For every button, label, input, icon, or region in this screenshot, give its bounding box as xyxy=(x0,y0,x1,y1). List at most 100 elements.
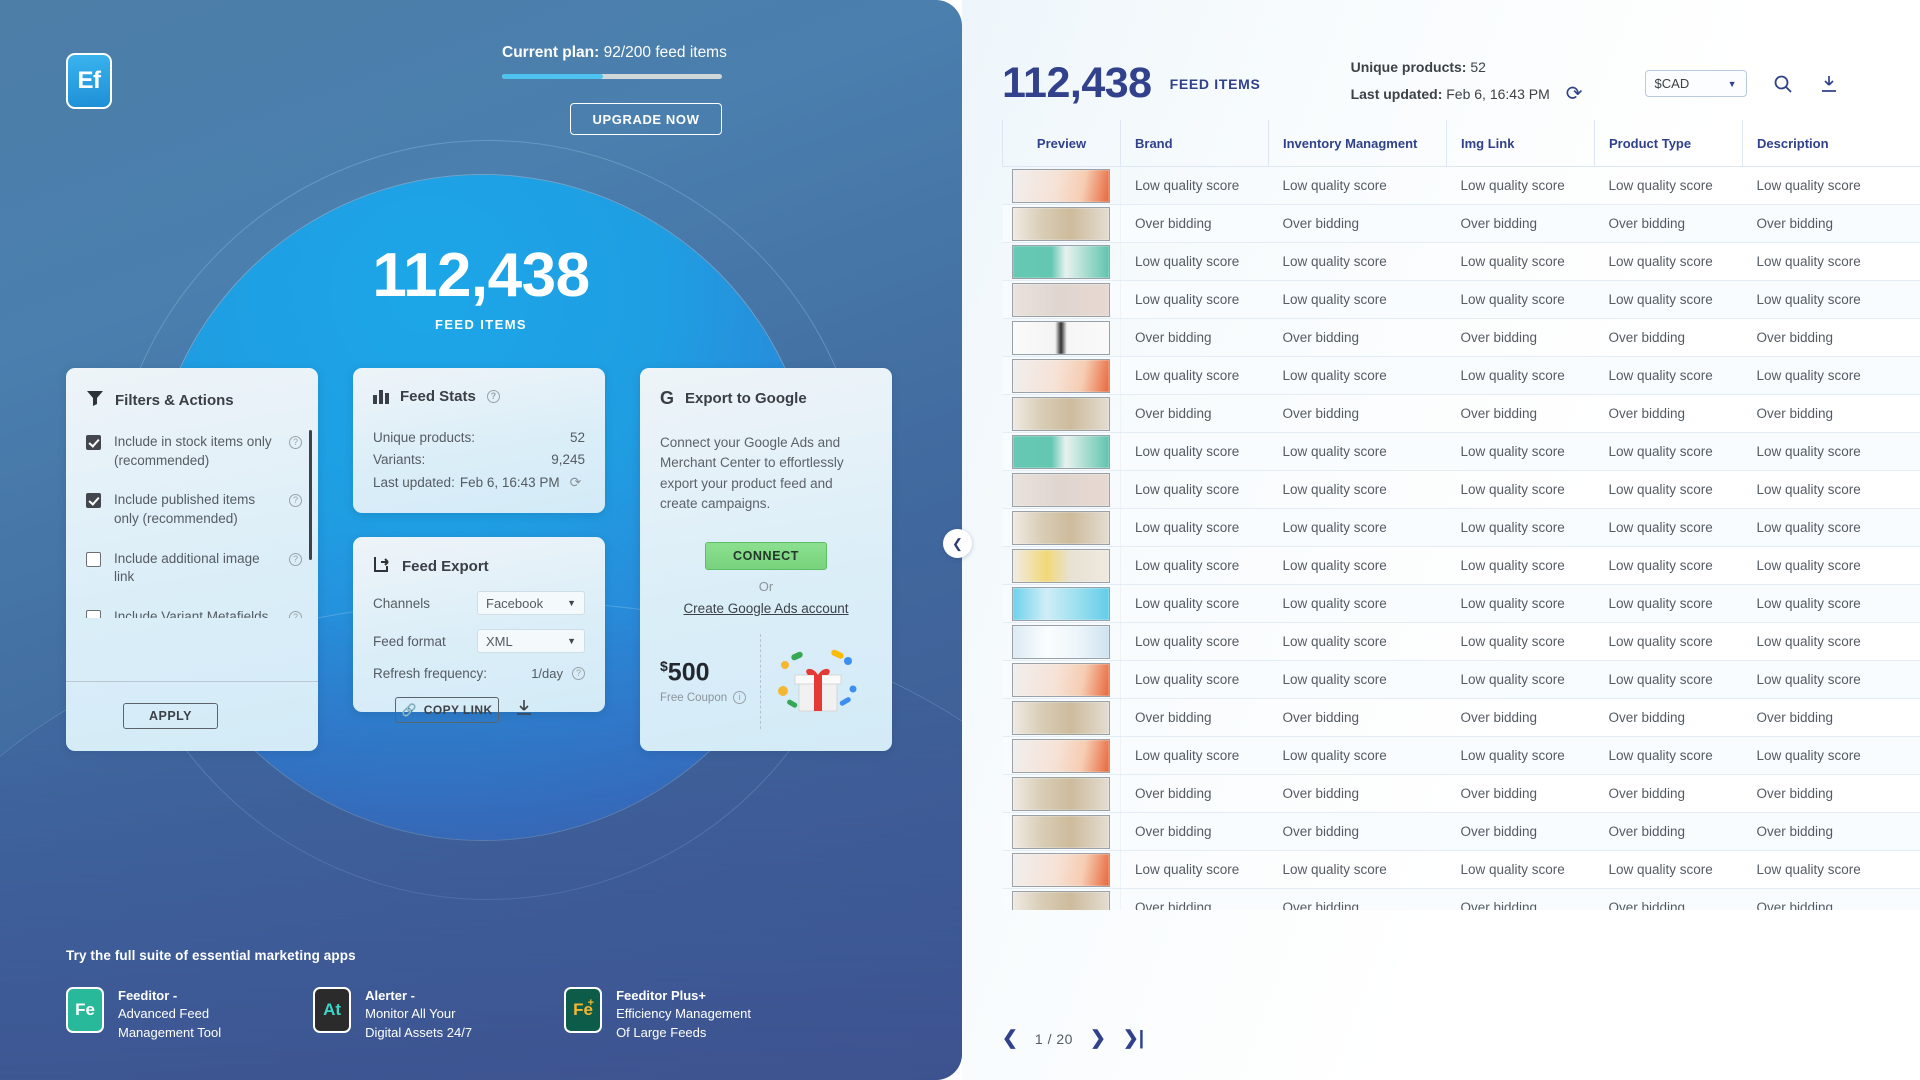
help-icon[interactable]: ? xyxy=(289,552,302,566)
meta-last-updated: Last updated: Feb 6, 16:43 PM ⟳ xyxy=(1351,79,1583,110)
download-icon[interactable] xyxy=(515,699,533,722)
table-row[interactable]: Low quality score Low quality score Low qu… xyxy=(1002,546,1920,585)
suite-app-line2: Of Large Feeds xyxy=(616,1024,707,1040)
refresh-icon[interactable]: ⟳ xyxy=(1565,82,1583,105)
table-row[interactable]: Low quality score Low quality score Low qu… xyxy=(1002,432,1920,471)
feed-meta-block: Unique products: 52 Last updated: Feb 6,… xyxy=(1351,57,1583,110)
info-icon[interactable]: i xyxy=(733,691,747,705)
column-header-preview[interactable]: Preview xyxy=(1002,120,1121,167)
filters-scrollbar[interactable] xyxy=(309,430,312,560)
filter-item[interactable]: Include in stock items only (recommended… xyxy=(86,433,302,470)
help-icon[interactable]: ? xyxy=(572,667,585,680)
table-row[interactable]: Low quality score Low quality score Low qu… xyxy=(1002,508,1920,547)
table-row[interactable]: Over bidding Over bidding Over bidding Over… xyxy=(1002,318,1920,357)
table-row[interactable]: Low quality score Low quality score Low qu… xyxy=(1002,622,1920,661)
cell-product-type: Low quality score xyxy=(1594,850,1743,889)
cell-preview xyxy=(1002,204,1121,243)
feed-table-scroll-area[interactable]: Preview Brand Inventory Managment Img Li… xyxy=(1002,120,1920,910)
refresh-icon[interactable]: ⟳ xyxy=(569,474,582,490)
divider xyxy=(66,681,318,682)
apply-filters-button[interactable]: APPLY xyxy=(123,703,218,729)
currency-select[interactable]: $CAD ▼ xyxy=(1644,70,1747,97)
table-row[interactable]: Low quality score Low quality score Low qu… xyxy=(1002,850,1920,889)
column-header-brand[interactable]: Brand xyxy=(1120,120,1269,167)
table-row[interactable]: Low quality score Low quality score Low qu… xyxy=(1002,736,1920,775)
table-row[interactable]: Low quality score Low quality score Low qu… xyxy=(1002,470,1920,509)
suite-app-feeditor[interactable]: Fe Feeditor - Advanced Feed Management T… xyxy=(66,986,222,1042)
app-suite-title: Try the full suite of essential marketin… xyxy=(66,947,356,963)
feed-export-title-row: Feed Export xyxy=(373,556,585,577)
suite-app-name: Alerter - xyxy=(365,987,415,1003)
connect-button[interactable]: CONNECT xyxy=(705,542,827,570)
upgrade-now-button[interactable]: UPGRADE NOW xyxy=(570,103,722,135)
filter-checkbox-published[interactable] xyxy=(86,493,101,509)
column-header-img-link[interactable]: Img Link xyxy=(1446,120,1595,167)
cell-product-type: Low quality score xyxy=(1594,356,1743,395)
prev-page-button[interactable]: ❮ xyxy=(1002,1028,1018,1049)
collapse-panel-button[interactable]: ❮ xyxy=(943,529,972,558)
suite-app-alerter[interactable]: At Alerter - Monitor All Your Digital As… xyxy=(313,986,472,1042)
cell-img-link: Low quality score xyxy=(1446,432,1595,471)
help-icon[interactable]: ? xyxy=(289,436,302,449)
column-header-product-type[interactable]: Product Type xyxy=(1594,120,1743,167)
cell-inventory-managment: Low quality score xyxy=(1268,356,1447,395)
filter-checkbox-in-stock[interactable] xyxy=(86,435,101,450)
left-dashboard-panel: Ef Current plan: 92/200 feed items UPGRA… xyxy=(0,0,962,1080)
column-header-description[interactable]: Description xyxy=(1742,120,1920,167)
help-icon[interactable]: ? xyxy=(289,610,302,618)
table-row[interactable]: Low quality score Low quality score Low qu… xyxy=(1002,660,1920,699)
cell-brand: Low quality score xyxy=(1120,470,1269,509)
channels-select[interactable]: Facebook ▼ xyxy=(477,591,585,615)
table-row[interactable]: Over bidding Over bidding Over bidding Over… xyxy=(1002,888,1920,910)
cell-inventory-managment: Over bidding xyxy=(1268,812,1447,851)
product-thumbnail xyxy=(1012,586,1111,621)
cell-description: Low quality score xyxy=(1742,622,1920,661)
copy-link-button[interactable]: 🔗 COPY LINK xyxy=(395,697,499,723)
table-row[interactable]: Low quality score Low quality score Low qu… xyxy=(1002,584,1920,623)
feed-stats-card: Feed Stats ? Unique products: 52 Variant… xyxy=(353,368,605,513)
filter-item[interactable]: Include Variant Metafields ? xyxy=(86,608,302,618)
table-row[interactable]: Low quality score Low quality score Low qu… xyxy=(1002,280,1920,319)
cell-description: Over bidding xyxy=(1742,394,1920,433)
download-icon[interactable] xyxy=(1819,74,1839,94)
coupon-value: 500 xyxy=(667,658,710,687)
cell-product-type: Low quality score xyxy=(1594,432,1743,471)
feed-table-header-row: Preview Brand Inventory Managment Img Li… xyxy=(1002,120,1920,167)
table-row[interactable]: Over bidding Over bidding Over bidding Over… xyxy=(1002,774,1920,813)
help-icon[interactable]: ? xyxy=(289,494,302,508)
suite-app-line2: Management Tool xyxy=(118,1024,222,1040)
chevron-down-icon: ▼ xyxy=(567,636,576,646)
cell-img-link: Low quality score xyxy=(1446,584,1595,623)
suite-app-feeditor-plus[interactable]: Fe + Feeditor Plus+ Efficiency Managemen… xyxy=(564,986,751,1042)
cell-inventory-managment: Low quality score xyxy=(1268,166,1447,205)
search-icon[interactable] xyxy=(1773,74,1793,94)
cell-description: Over bidding xyxy=(1742,318,1920,357)
filter-item[interactable]: Include published items only (recommende… xyxy=(86,491,302,528)
table-row[interactable]: Low quality score Low quality score Low qu… xyxy=(1002,242,1920,281)
table-row[interactable]: Low quality score Low quality score Low qu… xyxy=(1002,166,1920,205)
feed-format-select[interactable]: XML ▼ xyxy=(477,629,585,653)
current-plan-value: 92/200 feed items xyxy=(603,44,727,61)
next-page-button[interactable]: ❯ xyxy=(1089,1028,1106,1049)
last-page-button[interactable]: ❯| xyxy=(1122,1028,1145,1049)
table-row[interactable]: Over bidding Over bidding Over bidding Over… xyxy=(1002,204,1920,243)
page-indicator: 1 / 20 xyxy=(1034,1030,1073,1047)
table-row[interactable]: Over bidding Over bidding Over bidding Over… xyxy=(1002,698,1920,737)
filter-checkbox-variant-metafields[interactable] xyxy=(86,609,101,618)
app-logo[interactable]: Ef xyxy=(66,53,112,109)
table-row[interactable]: Over bidding Over bidding Over bidding Over… xyxy=(1002,394,1920,433)
table-row[interactable]: Low quality score Low quality score Low qu… xyxy=(1002,356,1920,395)
cell-inventory-managment: Low quality score xyxy=(1268,546,1447,585)
stat-last-updated: Last updated: Feb 6, 16:43 PM ⟳ xyxy=(373,474,585,491)
filter-item[interactable]: Include additional image link ? xyxy=(86,550,302,587)
column-header-inventory-managment[interactable]: Inventory Managment xyxy=(1268,120,1447,167)
table-row[interactable]: Over bidding Over bidding Over bidding Over… xyxy=(1002,812,1920,851)
cell-inventory-managment: Over bidding xyxy=(1268,888,1447,910)
meta-value: Feb 6, 16:43 PM xyxy=(1446,85,1550,102)
cell-preview xyxy=(1002,242,1121,281)
filter-checkbox-additional-image[interactable] xyxy=(86,551,101,567)
suite-app-line1: Advanced Feed xyxy=(118,1006,210,1022)
copy-link-label: COPY LINK xyxy=(423,703,493,717)
help-icon[interactable]: ? xyxy=(486,390,500,403)
create-google-ads-account-link[interactable]: Create Google Ads account xyxy=(683,601,849,616)
